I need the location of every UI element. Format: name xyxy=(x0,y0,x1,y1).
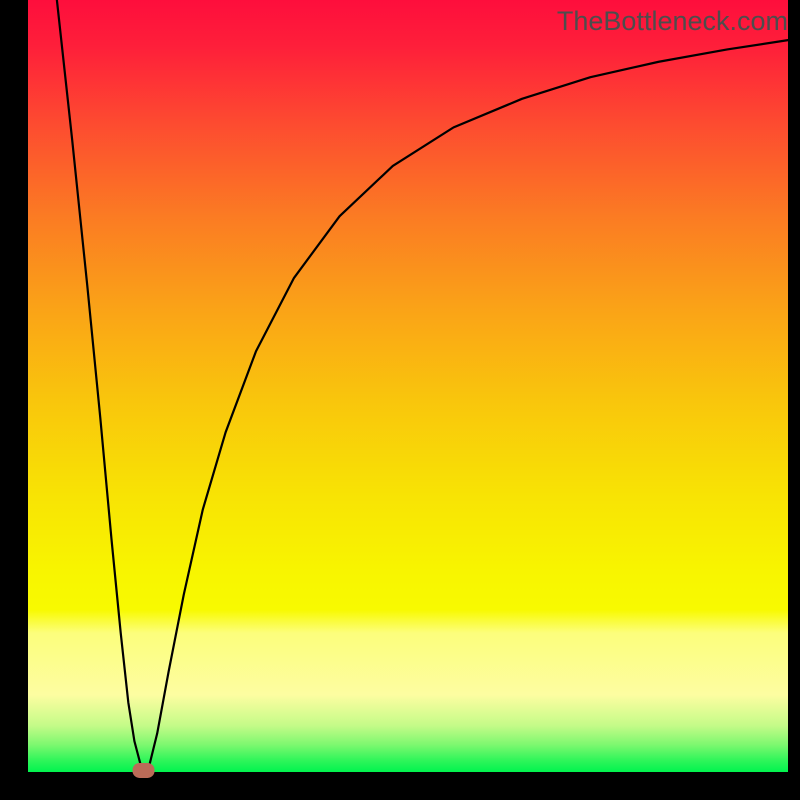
bottleneck-curve xyxy=(57,0,788,770)
chart-root: TheBottleneck.com xyxy=(0,0,800,800)
watermark-text: TheBottleneck.com xyxy=(557,6,788,37)
plot-area xyxy=(28,0,788,772)
minimum-marker xyxy=(133,763,155,778)
curve-layer xyxy=(28,0,788,772)
